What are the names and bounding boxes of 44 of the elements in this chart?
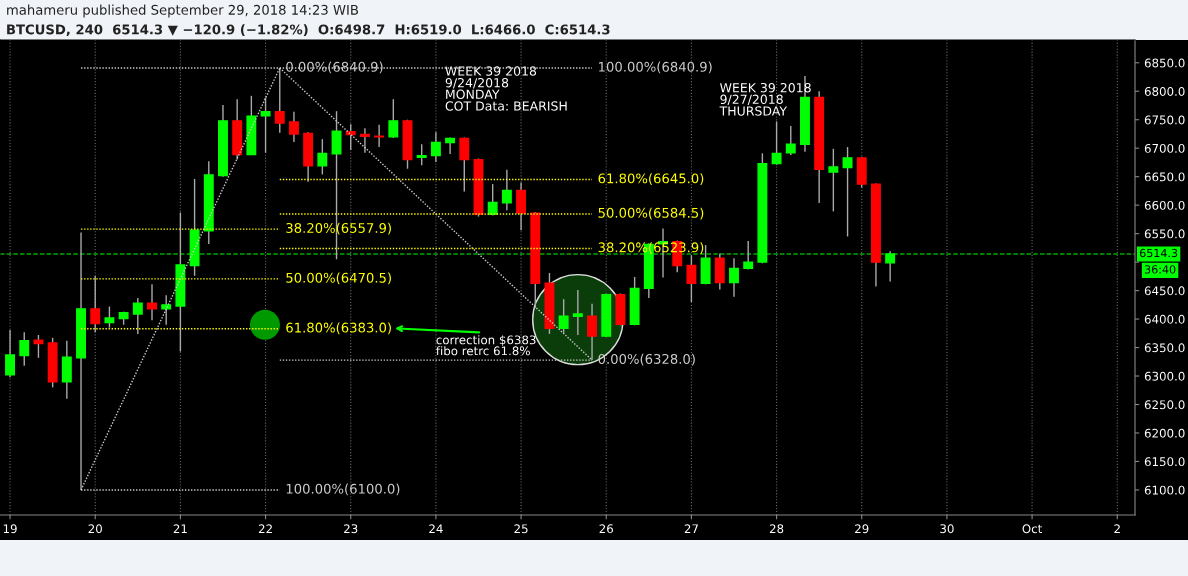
text: 36:40	[1144, 265, 1176, 274]
data-label: 61.80%(6645.0)	[598, 173, 704, 185]
y-tick-label: 6800.0	[1144, 86, 1185, 96]
x-tick-label: 24	[429, 524, 443, 533]
x-tick-label: 21	[173, 524, 187, 533]
y-tick-label: 6350.0	[1144, 343, 1185, 353]
data-label: 0.00%(6328.0)	[598, 353, 695, 366]
data-label: 61.80%(6383.0)	[286, 322, 391, 335]
y-tick-label: 6300.0	[1144, 371, 1185, 381]
y-tick-label: 6850.0	[1144, 58, 1185, 68]
x-tick-label: 25	[514, 524, 528, 534]
y-tick-label: 6250.0	[1144, 400, 1185, 410]
y-tick-label: 6750.0	[1144, 115, 1185, 125]
y-tick-label: 6700.0	[1144, 143, 1185, 153]
data-label: 50.00%(6584.5)	[598, 207, 704, 220]
y-tick-label: 6150.0	[1144, 457, 1185, 467]
y-tick-label: 6400.0	[1144, 314, 1185, 324]
data-label: 50.00%(6470.5)	[286, 272, 391, 285]
y-tick-label: 6100.0	[1144, 485, 1185, 495]
x-tick-label: 27	[684, 524, 698, 533]
annotation: WEEK 39 2018 9/27/2018 THURSDAY	[719, 82, 811, 116]
chart-subtitle: BTCUSD, 240 6514.3 ▼ −120.9 (−1.82%) O:6498.7 H:6519.0 L:6466.0 C:6514.3	[7, 24, 610, 37]
chart-title: mahameru published September 29, 2018 14:23 WIB	[7, 4, 358, 18]
data-label: 100.00%(6100.0)	[286, 483, 400, 496]
annotation: WEEK 39 2018 9/24/2018 MONDAY COT Data: BEARISH	[445, 66, 567, 111]
x-tick-label: Oct	[1022, 524, 1043, 534]
x-tick-label: 23	[344, 524, 358, 534]
x-tick-label: 20	[88, 524, 102, 534]
x-tick-label: 29	[855, 524, 869, 534]
x-tick-label: 28	[769, 524, 784, 534]
y-tick-label: 6550.0	[1144, 229, 1185, 239]
y-tick-label: 6450.0	[1144, 286, 1185, 296]
y-tick-label: 6650.0	[1144, 172, 1185, 182]
data-label: 0.00%(6840.9)	[286, 61, 383, 74]
y-tick-label: 6600.0	[1144, 200, 1185, 210]
ref-line-label: 6514.3	[1139, 248, 1178, 258]
x-tick-label: 26	[599, 524, 614, 534]
x-tick-label: 22	[258, 524, 272, 533]
data-label: 100.00%(6840.9)	[599, 61, 712, 74]
x-tick-label: 2	[1114, 524, 1120, 533]
x-tick-label: 19	[3, 524, 17, 534]
x-tick-label: 30	[940, 524, 954, 534]
y-tick-label: 6200.0	[1144, 428, 1185, 438]
annotation: correction $6383 fibo retrc 61.8%	[436, 335, 536, 356]
